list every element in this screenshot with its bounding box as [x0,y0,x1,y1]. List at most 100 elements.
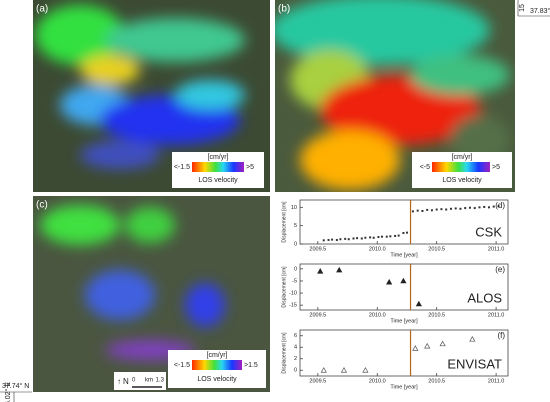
colorbar-min: <-5 [420,164,430,171]
y-tick-label: -10 [289,291,297,297]
point [394,234,397,237]
x-tick-label: 2009.5 [309,378,326,384]
point [339,238,342,241]
point [360,237,363,240]
point [473,207,476,210]
scale-zero: 0 [132,378,136,384]
point [385,235,388,238]
point [430,209,433,212]
y-tick-label: 0 [294,266,297,272]
colorbar-max: >1.5 [244,362,258,369]
point [322,239,325,242]
point [344,237,347,240]
plot-area [299,199,509,245]
panel-label: (b) [278,4,290,15]
scale-max: 1.3 [156,378,165,384]
point [445,208,448,211]
panel-label: (d) [495,201,505,210]
point [362,367,369,373]
point [424,342,431,349]
point [449,207,452,210]
series-name: CSK [475,224,502,239]
point [435,208,438,211]
coord-bottom-lon: 15.02° E [4,382,12,402]
y-tick-label: 10 [291,205,297,211]
panel-label: (c) [36,200,48,211]
point [487,206,490,209]
y-tick-label: 5 [294,223,297,229]
point [372,236,375,239]
point [356,237,359,240]
point [331,238,334,241]
y-tick-label: 0 [294,368,297,374]
point [421,210,424,212]
point [454,207,457,210]
colorbar-b: [cm/yr] <-5 >5 LOS velocity [412,152,512,188]
coord-top-lat: 37.83° N [530,7,550,15]
plot-area [299,263,509,311]
point [377,236,380,239]
coord-bottom-lat: 37.74° N [2,382,29,390]
point [381,235,384,238]
x-tick-label: 2011.0 [488,378,504,384]
north-arrow: ↑ [117,377,121,386]
point [464,207,467,210]
colorbar-c: [cm/yr] <-1.5 >1.5 LOS velocity [168,350,266,388]
point [439,340,446,347]
x-tick-label: 2010.5 [428,378,445,384]
colorbar-title: LOS velocity [197,376,237,383]
point [411,210,414,213]
point [402,232,405,234]
y-tick-label: -15 [289,303,297,309]
point [389,235,392,238]
x-tick-label: 2010.5 [428,312,445,318]
point [497,205,500,208]
point [340,367,348,373]
series-name: ENVISAT [447,356,502,371]
colorbar-unit: [cm/yr] [208,154,229,161]
series-name: ALOS [467,290,502,305]
point [369,236,372,239]
point [352,237,355,240]
point [336,266,343,273]
point [335,238,338,241]
panel-label: (a) [36,4,48,15]
point [492,205,495,208]
x-tick-label: 2010.0 [369,378,386,384]
point [397,234,400,237]
colorbar-title: LOS velocity [198,177,238,184]
scale-unit: km [145,378,153,384]
y-tick-label: -5 [292,278,297,284]
y-tick-label: 6 [294,333,297,339]
colorbar-title: LOS velocity [442,177,482,184]
point [426,208,429,211]
colorbar-max: >5 [246,164,254,171]
y-axis-label: Displacement [cm] [281,266,287,308]
north-label: N [123,377,129,386]
point [320,367,327,373]
point [364,236,367,239]
point [459,207,462,210]
point [412,345,419,351]
point [478,206,481,209]
point [400,277,407,284]
point [468,206,471,209]
y-axis-label: Displacement [cm] [281,201,287,243]
x-tick-label: 2011.0 [488,246,504,252]
point [483,205,486,208]
panel-label: (e) [495,265,505,274]
point [386,278,393,285]
x-axis-label: Time [year] [390,252,418,258]
scale-bar: ↑ N 0 km 1.3 [114,372,166,390]
x-axis-label: Time [year] [390,318,418,324]
coord-top-lon: 15 [519,4,526,12]
point [440,208,443,211]
point [327,238,330,241]
point [317,268,324,274]
point [405,231,408,234]
point [416,209,419,212]
x-tick-label: 2011.0 [488,312,504,318]
point [415,300,422,307]
x-tick-label: 2010.0 [369,312,386,318]
